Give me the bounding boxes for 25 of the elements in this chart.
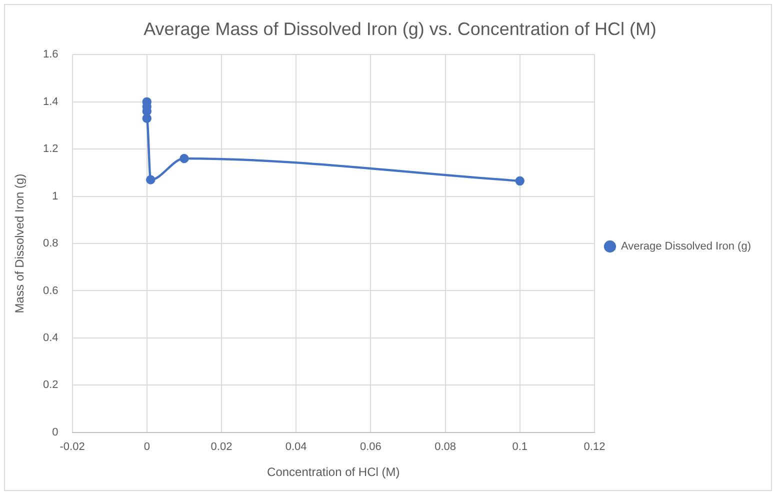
y-tick-label: 0.8: [42, 238, 58, 250]
point: [146, 175, 156, 184]
x-tick-label: 0.08: [434, 441, 456, 454]
legend-label: Average Dissolved Iron (g): [620, 240, 752, 253]
x-tick-label: 0.04: [285, 441, 307, 454]
x-tick-label: 0: [144, 441, 150, 454]
x-tick-label: 0.1: [512, 441, 528, 454]
x-tick-label: 0.12: [584, 441, 606, 454]
y-tick-label: 1.4: [42, 96, 58, 108]
y-tick-label: 1.6: [42, 48, 58, 61]
y-tick-label: 1.2: [42, 143, 58, 156]
point: [180, 154, 189, 164]
point: [515, 176, 525, 186]
x-tick-label: -0.02: [60, 441, 85, 454]
y-tick-label: 0: [52, 426, 58, 438]
y-tick-label: 0.4: [42, 332, 58, 344]
x-tick-label: 0.06: [360, 441, 382, 454]
chart-title: Average Mass of Dissolved Iron (g) vs. Concentration of HCl (M): [144, 18, 656, 39]
y-axis-title: Mass of Dissolved Iron (g): [12, 174, 27, 314]
y-tick-label: 0.6: [42, 284, 58, 297]
y-tick-label: 1: [52, 190, 58, 202]
y-tick-label: 0.2: [42, 379, 58, 392]
x-axis-title: Concentration of HCl (M): [267, 465, 400, 480]
x-tick-label: 0.02: [210, 441, 232, 454]
point: [142, 114, 152, 123]
